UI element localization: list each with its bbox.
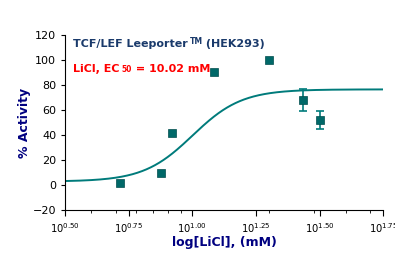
Text: TCF/LEF Leeporter: TCF/LEF Leeporter <box>73 39 188 49</box>
Text: (HEK293): (HEK293) <box>202 39 265 49</box>
Text: LiCl, EC: LiCl, EC <box>73 64 120 74</box>
Y-axis label: % Activity: % Activity <box>18 88 31 158</box>
Text: TM: TM <box>190 38 203 46</box>
Text: 50: 50 <box>121 65 132 74</box>
X-axis label: log[LiCl], (mM): log[LiCl], (mM) <box>172 236 276 249</box>
Text: = 10.02 mM: = 10.02 mM <box>132 64 210 74</box>
